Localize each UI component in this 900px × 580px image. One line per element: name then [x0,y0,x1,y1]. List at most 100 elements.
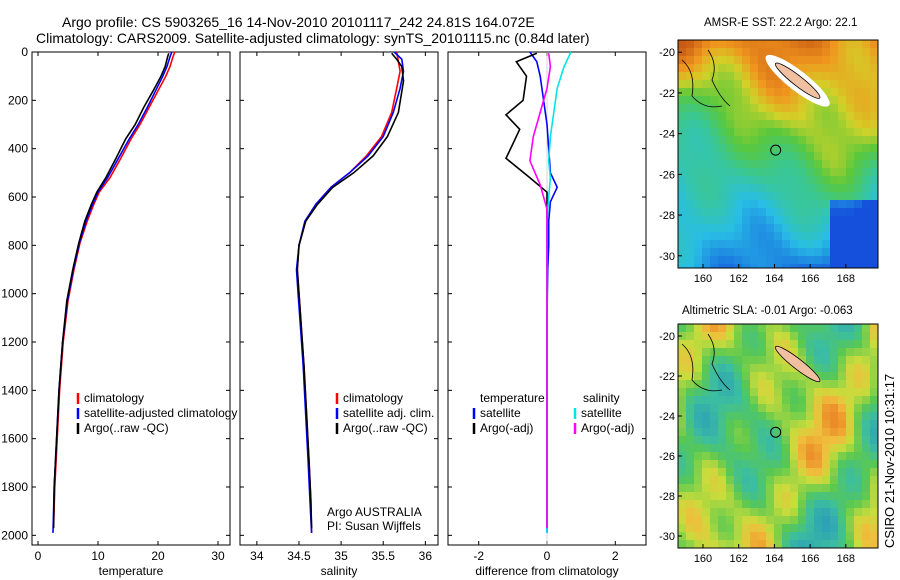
map-cell [806,492,814,500]
map-cell [726,508,734,516]
map-cell [854,452,862,460]
map-cell [678,460,686,468]
map-cell [838,40,846,48]
map-cell [782,128,790,136]
map-cell [686,160,694,168]
map-cell [782,104,790,112]
map-cell [830,112,838,120]
map-cell [758,412,766,420]
map-cell [686,532,694,540]
map-cell [766,340,774,348]
map-cell [686,112,694,120]
map-cell [774,492,782,500]
map-cell [750,168,758,176]
map-cell [702,184,710,192]
map-cell [734,412,742,420]
map-cell [726,524,734,532]
map-cell [830,324,838,332]
map-cell [766,216,774,224]
map-cell [710,428,718,436]
map-cell [830,516,838,524]
map-cell [726,332,734,340]
map-cell [678,476,686,484]
map-cell [734,444,742,452]
map-cell [854,500,862,508]
map-cell [758,48,766,56]
map-cell [710,516,718,524]
map-cell [862,200,870,208]
map-cell [710,476,718,484]
map-cell [870,484,878,492]
map-cell [846,412,854,420]
map-cell [854,420,862,428]
map-cell [774,80,782,88]
map-cell [838,136,846,144]
map-cell [726,136,734,144]
map-cell [830,444,838,452]
map-cell [726,380,734,388]
map-cell [718,516,726,524]
map-cell [766,72,774,80]
map-cell [814,256,822,264]
map-cell [838,364,846,372]
map-cell [854,356,862,364]
map-cell [838,444,846,452]
salinity-legend-item-label: Argo(..raw -QC) [343,421,428,435]
map-cell [686,96,694,104]
map-cell [742,112,750,120]
map-cell [734,484,742,492]
map-cell [742,240,750,248]
map-cell [758,372,766,380]
lat-tick-label: -22 [659,88,675,100]
map-cell [718,444,726,452]
map-cell [774,112,782,120]
map-cell [830,176,838,184]
map-cell [846,476,854,484]
map-cell [710,128,718,136]
map-cell [718,216,726,224]
map-cell [766,64,774,72]
map-cell [814,224,822,232]
map-cell [694,460,702,468]
map-cell [798,444,806,452]
map-cell [854,200,862,208]
map-cell [718,208,726,216]
map-cell [758,492,766,500]
map-cell [758,436,766,444]
map-cell [862,420,870,428]
map-cell [710,208,718,216]
map-cell [838,144,846,152]
map-cell [726,340,734,348]
map-cell [870,264,878,268]
map-cell [862,184,870,192]
map-cell [678,200,686,208]
map-cell [846,104,854,112]
salinity-profile: 34 34.5 35 35.5 36 salinity [239,51,439,578]
map-cell [766,532,774,540]
map-cell [750,192,758,200]
map-cell [822,152,830,160]
map-cell [782,256,790,264]
map-cell [718,152,726,160]
map-cell [870,240,878,248]
map-cell [790,104,798,112]
map-cell [726,144,734,152]
map-cell [718,56,726,64]
map-cell [822,216,830,224]
map-cell [798,56,806,64]
map-cell [798,40,806,48]
map-cell [806,452,814,460]
map-cell [686,176,694,184]
map-cell [750,104,758,112]
map-cell [742,256,750,264]
map-cell [838,168,846,176]
map-cell [702,492,710,500]
map-cell [702,128,710,136]
map-cell [782,364,790,372]
map-cell [814,396,822,404]
map-cell [838,396,846,404]
map-cell [726,444,734,452]
map-cell [870,144,878,152]
map-cell [846,452,854,460]
